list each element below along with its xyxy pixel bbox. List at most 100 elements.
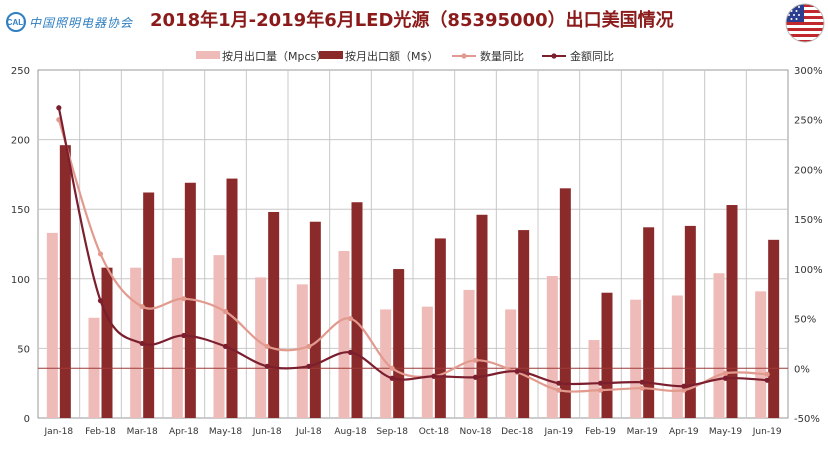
point-qty-yoy	[681, 387, 687, 393]
point-qty-yoy	[556, 387, 562, 393]
point-amount-yoy	[306, 363, 312, 369]
bar-export-amount	[143, 192, 155, 418]
point-amount-yoy	[472, 374, 479, 380]
cali-logo: CALI 中国照明电器协会	[6, 10, 133, 34]
bar-export-qty	[171, 257, 183, 418]
x-tick-label: Dec-18	[501, 427, 533, 437]
point-qty-yoy	[389, 365, 395, 371]
y-tick-label: 50	[17, 344, 30, 355]
legend-swatch	[319, 51, 343, 59]
bar-export-amount	[643, 227, 655, 418]
point-qty-yoy	[222, 309, 229, 315]
x-tick-label: Mar-18	[127, 427, 158, 437]
point-qty-yoy	[764, 371, 770, 377]
point-qty-yoy	[97, 251, 104, 257]
legend-marker	[461, 53, 467, 59]
y2-tick-label: 100%	[794, 265, 823, 276]
bar-export-qty	[421, 306, 433, 418]
x-tick-label: May-18	[209, 427, 242, 437]
y2-tick-label: 250%	[794, 116, 823, 127]
cali-logo-icon: CALI	[6, 12, 26, 32]
bar-export-qty	[213, 255, 225, 418]
x-tick-label: Jan-18	[44, 427, 74, 437]
bar-export-amount	[59, 145, 71, 418]
bar-export-qty	[296, 284, 308, 418]
x-tick-label: Feb-18	[85, 427, 116, 437]
x-tick-label: Apr-18	[169, 427, 199, 437]
us-flag-icon	[785, 3, 825, 43]
bar-export-qty	[755, 291, 767, 418]
point-amount-yoy	[597, 380, 604, 386]
bar-export-amount	[518, 230, 530, 418]
bar-export-amount	[726, 205, 738, 418]
y2-tick-label: 300%	[794, 66, 823, 77]
chart-header: CALI 中国照明电器协会 2018年1月-2019年6月LED光源（85395…	[0, 0, 828, 43]
bar-export-qty	[46, 232, 58, 418]
point-amount-yoy	[181, 332, 187, 339]
x-tick-label: Feb-19	[585, 427, 616, 437]
point-qty-yoy	[306, 343, 312, 350]
bar-export-qty	[588, 340, 600, 418]
bar-export-amount	[434, 238, 446, 418]
point-qty-yoy	[181, 296, 187, 302]
point-qty-yoy	[639, 385, 645, 391]
y-tick-label: 150	[11, 205, 30, 216]
bar-export-amount	[476, 214, 488, 418]
legend-marker	[551, 53, 557, 59]
y2-tick-label: -50%	[794, 414, 820, 425]
legend-label: 按月出口额（M$）	[345, 49, 439, 63]
point-amount-yoy	[97, 298, 104, 304]
chart-title: 2018年1月-2019年6月LED光源（85395000）出口美国情况	[150, 10, 674, 31]
x-tick-label: Mar-19	[627, 427, 658, 437]
y-tick-label: 250	[11, 66, 30, 77]
bar-export-qty	[671, 295, 683, 418]
legend-swatch	[196, 51, 220, 59]
y2-tick-label: 0%	[794, 364, 810, 375]
point-amount-yoy	[139, 340, 145, 347]
x-tick-label: Aug-18	[334, 427, 367, 437]
y2-tick-label: 200%	[794, 165, 823, 176]
x-tick-label: Sep-18	[376, 427, 408, 437]
bar-export-amount	[684, 225, 696, 418]
point-amount-yoy	[681, 383, 687, 389]
x-tick-label: Jun-18	[252, 427, 282, 437]
point-qty-yoy	[472, 357, 479, 363]
bar-export-amount	[768, 239, 780, 418]
bar-export-qty	[463, 289, 475, 418]
x-tick-label: Oct-18	[419, 427, 450, 437]
bar-export-amount	[559, 188, 571, 418]
logo-text: 中国照明电器协会	[29, 15, 134, 30]
point-qty-yoy	[597, 387, 604, 393]
point-amount-yoy	[431, 373, 437, 379]
bar-export-qty	[713, 273, 725, 418]
point-amount-yoy	[264, 363, 270, 369]
point-amount-yoy	[722, 375, 729, 381]
bar-export-amount	[601, 292, 613, 418]
bar-export-amount	[226, 178, 238, 418]
x-tick-label: Jun-19	[752, 427, 782, 437]
point-amount-yoy	[764, 377, 770, 383]
y-tick-label: 100	[11, 275, 30, 286]
x-tick-label: Jul-18	[295, 427, 322, 437]
bar-export-amount	[268, 211, 280, 418]
point-amount-yoy	[514, 368, 520, 374]
point-amount-yoy	[639, 379, 645, 385]
bar-export-amount	[101, 267, 113, 418]
bar-export-qty	[130, 267, 142, 418]
x-tick-label: May-19	[709, 427, 742, 437]
bar-export-amount	[309, 221, 321, 418]
point-qty-yoy	[347, 315, 354, 322]
y2-tick-label: 150%	[794, 215, 823, 226]
y-tick-label: 0	[24, 414, 30, 425]
chart-legend: 按月出口量（Mpcs） 按月出口额（M$） 数量同比 金额同比	[196, 49, 614, 63]
bar-export-qty	[505, 309, 517, 418]
bar-export-qty	[630, 299, 642, 418]
legend-label: 数量同比	[480, 50, 524, 63]
point-amount-yoy	[389, 375, 395, 381]
point-qty-yoy	[722, 370, 729, 376]
legend-label: 金额同比	[570, 49, 614, 63]
x-tick-label: Nov-18	[459, 427, 491, 437]
point-qty-yoy	[264, 343, 270, 350]
bar-export-qty	[338, 250, 350, 418]
